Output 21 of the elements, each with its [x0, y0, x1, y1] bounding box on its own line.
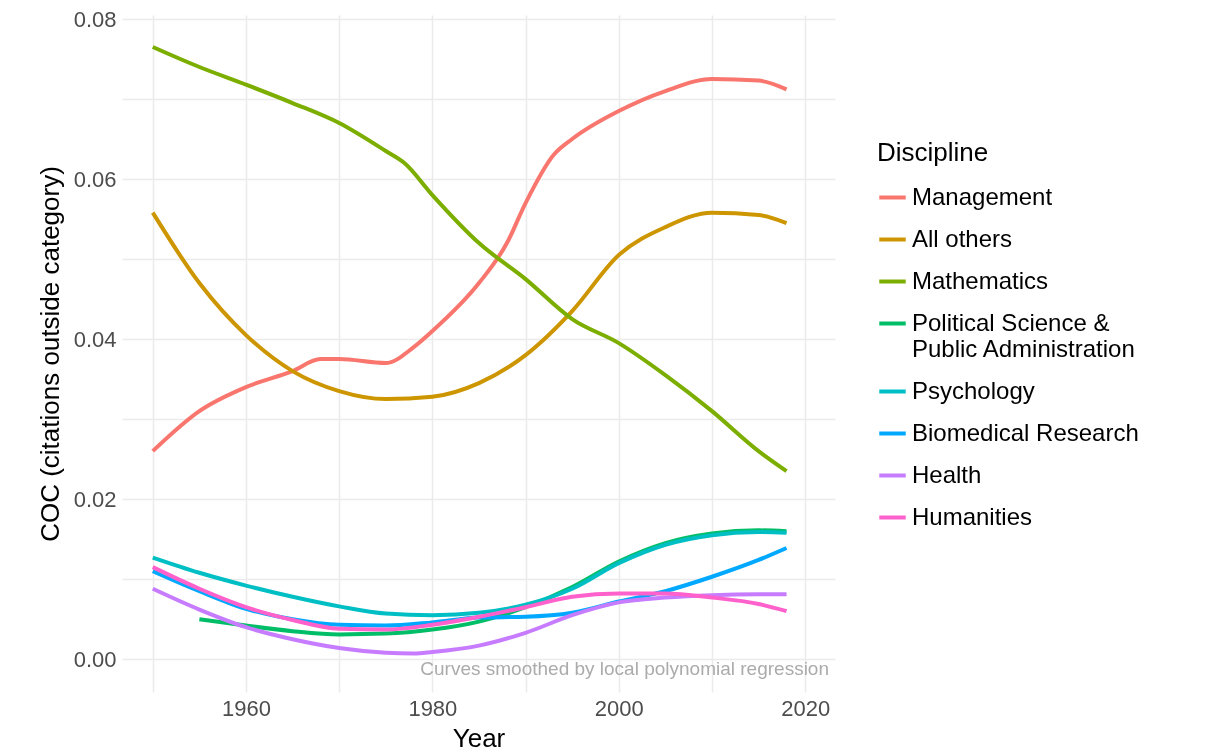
- y-tick-label: 0.02: [73, 486, 117, 512]
- x-tick-label: 2000: [594, 695, 644, 721]
- y-axis-title: COC (citations outside category): [34, 166, 65, 542]
- x-tick-label: 2020: [781, 695, 831, 721]
- x-tick-label: 1980: [408, 695, 458, 721]
- x-tick-label: 1960: [221, 695, 271, 721]
- legend-label: Management: [912, 182, 1053, 210]
- legend-label: Psychology: [912, 376, 1035, 404]
- legend-label: All others: [912, 224, 1013, 252]
- y-tick-label: 0.08: [73, 6, 117, 32]
- y-tick-label: 0.04: [73, 326, 117, 352]
- y-tick-label: 0.00: [73, 646, 117, 672]
- legend-label: Health: [912, 460, 982, 488]
- legend-label: Biomedical Research: [912, 418, 1139, 446]
- legend-label: Humanities: [912, 502, 1033, 530]
- annotation: Curves smoothed by local polynomial regression: [420, 658, 829, 679]
- x-axis-title: Year: [452, 722, 506, 750]
- legend-label: Political Science & Public Administration: [912, 308, 1135, 362]
- legend-title: Discipline: [877, 137, 989, 167]
- y-tick-label: 0.06: [73, 166, 117, 192]
- legend-label: Mathematics: [912, 266, 1049, 294]
